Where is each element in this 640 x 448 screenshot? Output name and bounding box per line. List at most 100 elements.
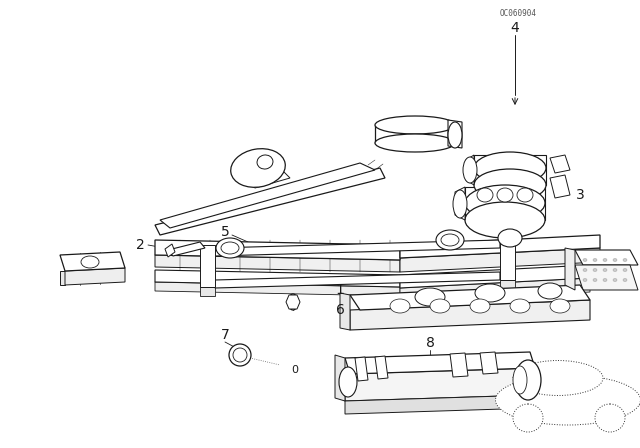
Polygon shape: [465, 187, 545, 220]
Polygon shape: [400, 278, 590, 302]
Text: 8: 8: [426, 336, 435, 350]
Polygon shape: [500, 280, 515, 288]
Ellipse shape: [613, 279, 617, 281]
Ellipse shape: [463, 157, 477, 183]
Polygon shape: [168, 242, 205, 256]
Ellipse shape: [288, 294, 298, 310]
Text: 6: 6: [335, 303, 344, 317]
Polygon shape: [215, 272, 500, 288]
Polygon shape: [245, 168, 290, 188]
Ellipse shape: [595, 404, 625, 432]
Ellipse shape: [517, 188, 533, 202]
Polygon shape: [65, 268, 125, 285]
Text: 0: 0: [291, 365, 298, 375]
Polygon shape: [60, 271, 65, 285]
Ellipse shape: [603, 268, 607, 271]
Polygon shape: [575, 250, 638, 265]
Polygon shape: [155, 168, 385, 235]
Ellipse shape: [477, 188, 493, 202]
Polygon shape: [200, 287, 215, 296]
Ellipse shape: [229, 344, 251, 366]
Ellipse shape: [448, 122, 462, 148]
Polygon shape: [448, 120, 462, 148]
Polygon shape: [400, 248, 600, 272]
Polygon shape: [450, 353, 468, 377]
Polygon shape: [400, 235, 600, 258]
Ellipse shape: [453, 190, 467, 218]
Ellipse shape: [216, 238, 244, 258]
Ellipse shape: [465, 202, 545, 238]
Polygon shape: [155, 270, 400, 287]
Ellipse shape: [390, 299, 410, 313]
Ellipse shape: [497, 188, 513, 202]
Polygon shape: [345, 368, 535, 401]
Ellipse shape: [436, 230, 464, 250]
Ellipse shape: [583, 258, 587, 262]
Text: 2: 2: [136, 238, 145, 252]
Ellipse shape: [375, 116, 455, 134]
Ellipse shape: [474, 169, 546, 201]
Ellipse shape: [375, 134, 455, 152]
Text: 4: 4: [511, 21, 520, 35]
Ellipse shape: [495, 375, 640, 425]
Polygon shape: [60, 252, 125, 271]
Ellipse shape: [613, 268, 617, 271]
Ellipse shape: [623, 268, 627, 271]
Ellipse shape: [81, 256, 99, 268]
Polygon shape: [200, 245, 215, 287]
Polygon shape: [155, 282, 400, 296]
Polygon shape: [345, 395, 535, 414]
Polygon shape: [550, 155, 570, 173]
Polygon shape: [155, 255, 400, 272]
Polygon shape: [355, 357, 368, 381]
Polygon shape: [474, 155, 546, 185]
Ellipse shape: [498, 229, 522, 247]
Ellipse shape: [513, 366, 527, 394]
Polygon shape: [575, 265, 638, 290]
Ellipse shape: [465, 185, 545, 221]
Ellipse shape: [623, 258, 627, 262]
Ellipse shape: [470, 299, 490, 313]
Ellipse shape: [475, 284, 505, 302]
Ellipse shape: [593, 268, 597, 271]
Polygon shape: [160, 163, 375, 228]
Polygon shape: [350, 285, 590, 310]
Ellipse shape: [257, 155, 273, 169]
Polygon shape: [350, 300, 590, 330]
Ellipse shape: [221, 242, 239, 254]
Ellipse shape: [233, 348, 247, 362]
Ellipse shape: [515, 360, 541, 400]
Polygon shape: [400, 265, 590, 288]
Polygon shape: [340, 293, 350, 330]
Ellipse shape: [415, 288, 445, 306]
Polygon shape: [375, 125, 455, 143]
Ellipse shape: [593, 258, 597, 262]
Polygon shape: [345, 352, 535, 374]
Polygon shape: [286, 295, 300, 309]
Text: 3: 3: [575, 188, 584, 202]
Polygon shape: [500, 237, 515, 280]
Polygon shape: [215, 240, 500, 256]
Ellipse shape: [339, 367, 357, 397]
Polygon shape: [155, 240, 400, 260]
Ellipse shape: [513, 404, 543, 432]
Text: 1: 1: [335, 283, 344, 297]
Ellipse shape: [583, 279, 587, 281]
Ellipse shape: [430, 299, 450, 313]
Ellipse shape: [538, 283, 562, 299]
Polygon shape: [480, 352, 498, 374]
Polygon shape: [335, 355, 345, 401]
Polygon shape: [375, 356, 388, 379]
Polygon shape: [550, 175, 570, 198]
Ellipse shape: [474, 152, 546, 184]
Text: OC060904: OC060904: [500, 9, 537, 18]
Ellipse shape: [593, 279, 597, 281]
Ellipse shape: [230, 149, 285, 187]
Ellipse shape: [550, 299, 570, 313]
Text: 7: 7: [221, 328, 229, 342]
Ellipse shape: [510, 299, 530, 313]
Polygon shape: [466, 155, 474, 185]
Ellipse shape: [441, 234, 459, 246]
Ellipse shape: [613, 258, 617, 262]
Ellipse shape: [623, 279, 627, 281]
